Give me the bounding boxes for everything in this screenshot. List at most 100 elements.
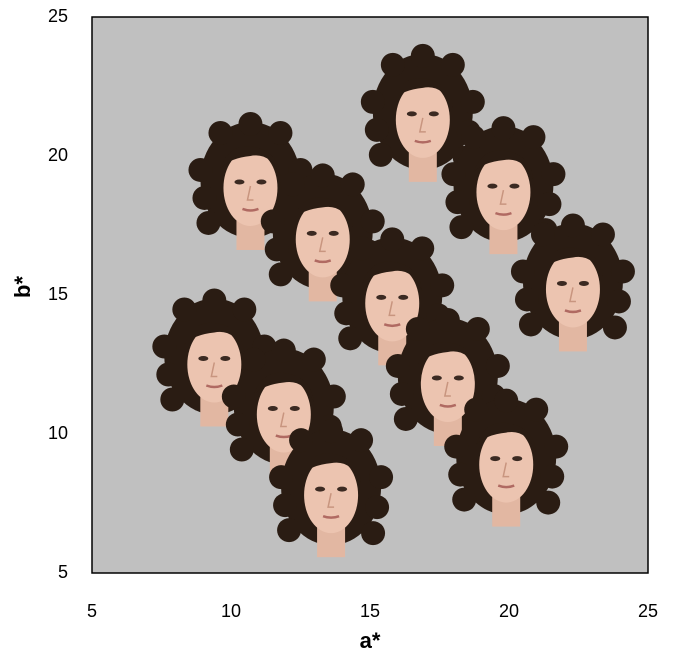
curl bbox=[611, 259, 635, 283]
curl bbox=[445, 190, 469, 214]
curl bbox=[494, 389, 518, 413]
curl bbox=[160, 388, 184, 412]
curl bbox=[369, 143, 393, 167]
x-tick-label: 10 bbox=[221, 601, 241, 621]
eye bbox=[234, 179, 244, 184]
curl bbox=[361, 90, 385, 114]
eye bbox=[315, 487, 325, 492]
curl bbox=[330, 273, 354, 297]
eye bbox=[337, 487, 347, 492]
curl bbox=[281, 172, 305, 196]
curl bbox=[369, 465, 393, 489]
curl bbox=[591, 222, 615, 246]
curl bbox=[152, 335, 176, 359]
curl bbox=[172, 298, 196, 322]
curl bbox=[540, 465, 564, 489]
eye bbox=[376, 295, 386, 300]
curl bbox=[311, 163, 335, 187]
y-tick-label: 25 bbox=[48, 6, 68, 26]
curl bbox=[461, 125, 485, 149]
eye bbox=[509, 184, 519, 189]
curl bbox=[386, 354, 410, 378]
eye bbox=[329, 231, 339, 236]
y-tick-label: 10 bbox=[48, 423, 68, 443]
curl bbox=[524, 398, 548, 422]
curl bbox=[519, 312, 543, 336]
curl bbox=[436, 308, 460, 332]
curl bbox=[361, 209, 385, 233]
curl bbox=[486, 354, 510, 378]
curl bbox=[238, 112, 262, 136]
eye bbox=[198, 356, 208, 361]
eye bbox=[579, 281, 589, 286]
eye bbox=[407, 111, 417, 116]
curl bbox=[452, 488, 476, 512]
curl bbox=[334, 301, 358, 325]
y-tick-label: 15 bbox=[48, 284, 68, 304]
curl bbox=[441, 53, 465, 77]
curl bbox=[394, 407, 418, 431]
curl bbox=[156, 363, 180, 387]
x-tick-label: 25 bbox=[638, 601, 658, 621]
curl bbox=[202, 289, 226, 313]
x-tick-label: 20 bbox=[499, 601, 519, 621]
curl bbox=[461, 90, 485, 114]
page: a* b* 510152025510152025 (() => { const … bbox=[0, 0, 675, 656]
curl bbox=[188, 158, 212, 182]
curl bbox=[449, 215, 473, 239]
curl bbox=[192, 186, 216, 210]
eye bbox=[268, 406, 278, 411]
curl bbox=[208, 121, 232, 145]
curl bbox=[441, 162, 465, 186]
curl bbox=[511, 259, 535, 283]
curl bbox=[603, 315, 627, 339]
curl bbox=[302, 348, 326, 372]
eye bbox=[220, 356, 230, 361]
curl bbox=[466, 317, 490, 341]
curl bbox=[541, 162, 565, 186]
x-tick-label: 15 bbox=[360, 601, 380, 621]
curl bbox=[319, 419, 343, 443]
eye bbox=[290, 406, 300, 411]
curl bbox=[269, 262, 293, 286]
curl bbox=[444, 435, 468, 459]
curl bbox=[537, 192, 561, 216]
curl bbox=[406, 317, 430, 341]
curl bbox=[350, 236, 374, 260]
y-tick-label: 20 bbox=[48, 145, 68, 165]
eye bbox=[429, 111, 439, 116]
curl bbox=[273, 493, 297, 517]
curl bbox=[272, 339, 296, 363]
curl bbox=[561, 213, 585, 237]
x-tick-label: 5 bbox=[87, 601, 97, 621]
curl bbox=[430, 273, 454, 297]
curl bbox=[365, 495, 389, 519]
curl bbox=[381, 53, 405, 77]
curl bbox=[322, 385, 346, 409]
curl bbox=[607, 289, 631, 313]
curl bbox=[390, 382, 414, 406]
curl bbox=[230, 438, 254, 462]
curl bbox=[261, 209, 285, 233]
eye bbox=[487, 184, 497, 189]
curl bbox=[380, 227, 404, 251]
curl bbox=[268, 121, 292, 145]
curl bbox=[265, 237, 289, 261]
eye bbox=[490, 456, 500, 461]
curl bbox=[448, 463, 472, 487]
eye bbox=[398, 295, 408, 300]
chart: a* b* 510152025510152025 bbox=[0, 0, 675, 656]
curl bbox=[521, 125, 545, 149]
y-axis-title: b* bbox=[10, 276, 35, 298]
eye bbox=[454, 375, 464, 380]
curl bbox=[491, 116, 515, 140]
eye bbox=[512, 456, 522, 461]
curl bbox=[544, 435, 568, 459]
curl bbox=[277, 518, 301, 542]
curl bbox=[242, 348, 266, 372]
curl bbox=[536, 491, 560, 515]
curl bbox=[222, 385, 246, 409]
curl bbox=[411, 44, 435, 68]
curl bbox=[226, 413, 250, 437]
y-tick-label: 5 bbox=[58, 562, 68, 582]
